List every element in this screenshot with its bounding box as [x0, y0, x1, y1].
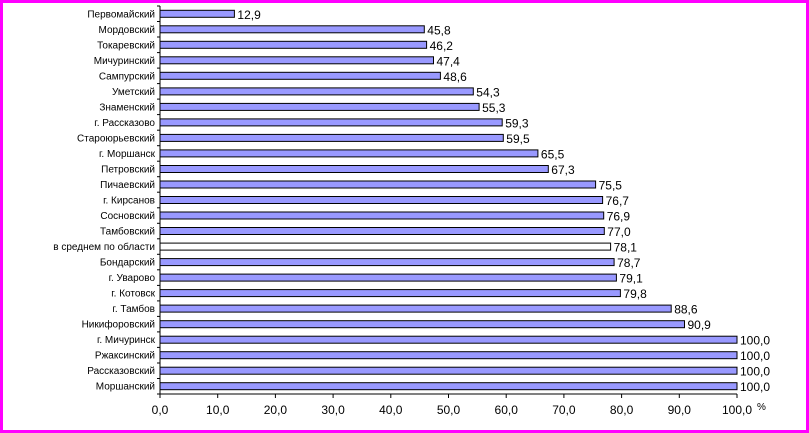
category-label: Староюрьевский: [77, 133, 155, 144]
data-label: 88,6: [674, 303, 698, 317]
data-label: 100,0: [740, 334, 770, 348]
bar: [159, 149, 539, 158]
category-labels-group: Первомайский Мордовский Токаревский Мичурин…: [53, 9, 155, 392]
category-label: Мордовский: [99, 25, 155, 36]
data-label: 59,5: [506, 132, 530, 146]
category-label: в среднем по области: [53, 241, 155, 253]
bar: [159, 335, 738, 344]
data-label: 77,0: [607, 225, 631, 239]
data-label: 55,3: [482, 101, 506, 115]
category-label: г. Котовск: [111, 289, 155, 300]
category-label: г. Тамбов: [112, 303, 155, 315]
category-label: г. Кирсанов: [103, 196, 155, 207]
category-label: Сосновский: [100, 211, 155, 222]
data-label: 67,3: [551, 163, 575, 177]
bar: [159, 366, 738, 375]
x-tick-label: 20,0: [264, 403, 288, 417]
data-label: 47,4: [437, 54, 461, 68]
category-label: Ржаксинский: [95, 351, 155, 362]
data-label: 78,7: [617, 256, 641, 270]
bar: [159, 211, 605, 220]
x-tick-label: 30,0: [321, 403, 345, 417]
bar: [159, 273, 617, 282]
category-label: Токаревский: [97, 40, 155, 51]
category-label: Моршанский: [96, 382, 155, 393]
x-tick-label: 40,0: [379, 403, 403, 417]
x-tick-label: 70,0: [552, 403, 576, 417]
value-labels-group: 12,9 45,8 46,247,4 48,6 54,3 55,359,3 59,5 65,5…: [237, 8, 770, 394]
bar: [159, 9, 235, 18]
x-tick-label: 0,0: [152, 403, 169, 417]
bar: [159, 87, 474, 96]
data-label: 65,5: [541, 147, 565, 161]
data-label: 78,1: [614, 241, 638, 255]
data-label: 46,2: [430, 39, 454, 53]
category-label: г. Рассказово: [94, 118, 155, 129]
category-label: г. Уварово: [109, 273, 156, 284]
bar: [159, 196, 604, 204]
bar: [159, 56, 434, 65]
category-label: Петровский: [101, 165, 155, 176]
x-unit-label: %: [757, 402, 766, 413]
x-tick-label: 90,0: [668, 403, 692, 417]
bar: [159, 133, 504, 142]
category-label: Рассказовский: [87, 366, 155, 377]
category-label: Пичаевский: [100, 180, 155, 191]
category-label: Уметский: [112, 87, 155, 98]
category-label: Мичуринский: [94, 56, 155, 67]
data-label: 48,6: [443, 70, 467, 84]
x-tick-label: 80,0: [610, 403, 634, 417]
bar: [159, 382, 738, 391]
bar-chart: Первомайский Мордовский Токаревский Мичурин…: [53, 5, 770, 417]
bar: [159, 227, 605, 235]
category-label: Первомайский: [87, 9, 155, 20]
axes-group: 0,0 10,0 20,0 30,0 40,0 50,0 60,0 70,0 80,0 90,0 1…: [152, 5, 766, 417]
data-label: 100,0: [740, 365, 770, 379]
data-label: 76,9: [607, 210, 631, 224]
data-label: 12,9: [237, 8, 261, 22]
data-label: 90,9: [688, 318, 712, 332]
category-label: г. Моршанск: [99, 149, 156, 160]
bar: [159, 165, 549, 173]
bar: [159, 40, 428, 49]
x-tick-label: 60,0: [495, 403, 519, 417]
category-label: Знаменский: [99, 102, 155, 113]
bar: [159, 118, 503, 127]
data-label: 45,8: [427, 23, 451, 37]
data-label: 75,5: [599, 179, 623, 193]
bar: [159, 71, 441, 80]
category-label: Никифоровский: [82, 319, 155, 331]
data-label: 59,3: [505, 116, 529, 130]
bar: [159, 289, 621, 298]
x-tick-label: 100,0: [722, 403, 752, 417]
category-label: Сампурский: [99, 71, 155, 82]
bar: [159, 320, 685, 329]
data-label: 79,1: [619, 272, 643, 286]
bar: [159, 180, 597, 189]
bar: [159, 351, 738, 360]
bar: [159, 25, 425, 34]
data-label: 100,0: [740, 380, 770, 394]
category-label: Тамбовский: [100, 226, 155, 238]
x-tick-label: 10,0: [206, 403, 230, 417]
data-label: 100,0: [740, 349, 770, 363]
category-label: г. Мичуринск: [97, 335, 156, 346]
x-tick-label: 50,0: [437, 403, 461, 417]
bar: [159, 242, 612, 251]
category-label: Бондарский: [100, 258, 155, 269]
bar: [159, 304, 672, 313]
bar: [159, 102, 480, 111]
bars-group: [159, 9, 738, 391]
data-label: 79,8: [623, 287, 647, 301]
data-label: 76,7: [606, 194, 630, 208]
data-label: 54,3: [476, 85, 500, 99]
bar: [159, 258, 615, 267]
